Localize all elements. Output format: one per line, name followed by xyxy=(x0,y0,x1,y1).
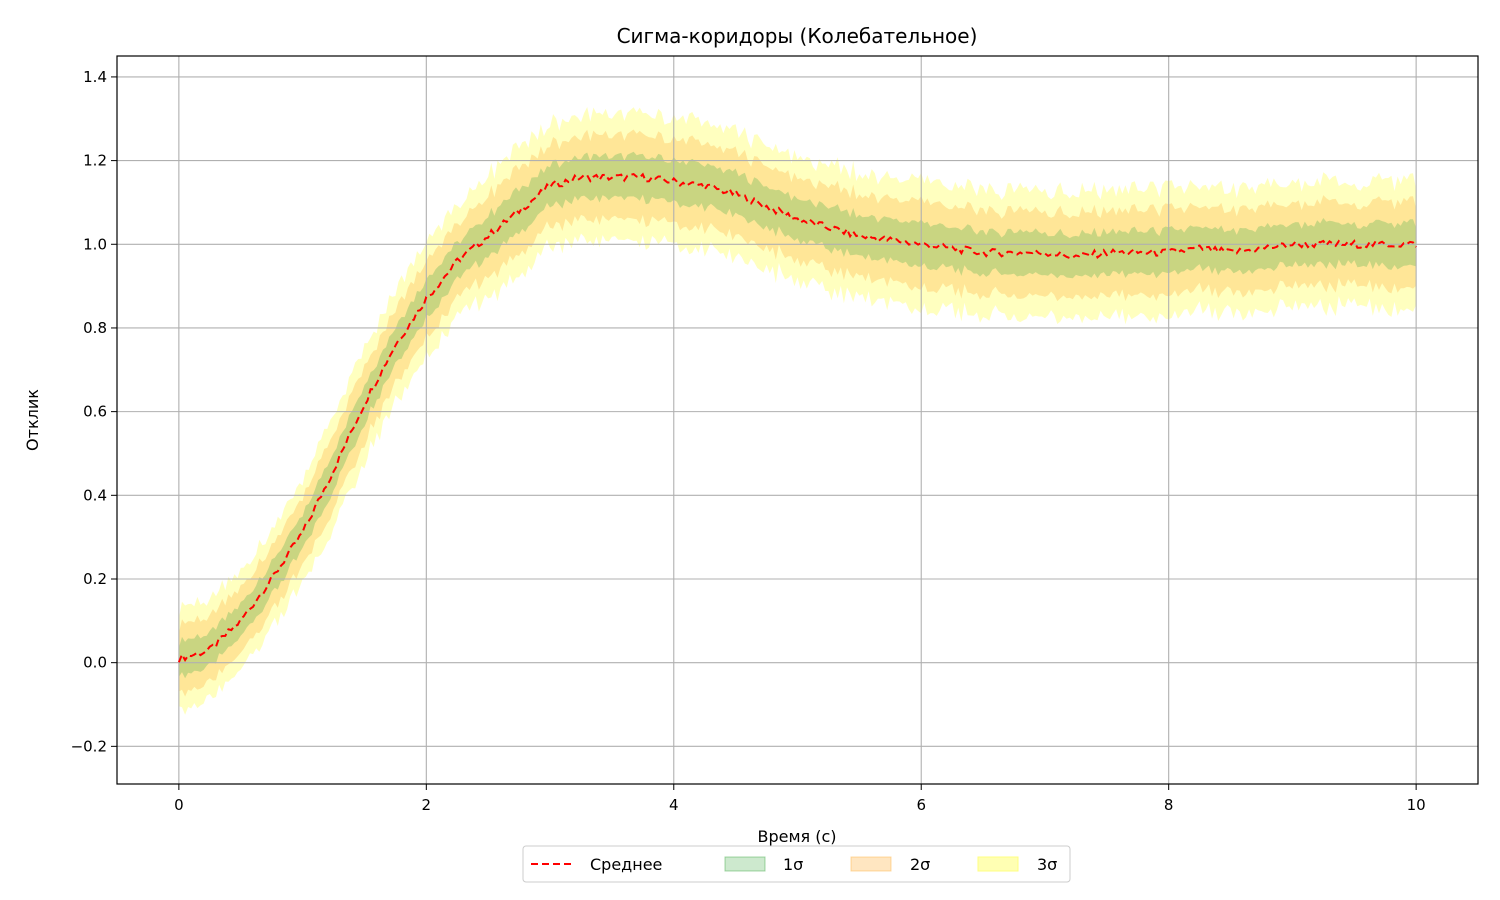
legend-label-3sigma: 3σ xyxy=(1037,855,1057,874)
y-tick-label-4: 0.6 xyxy=(83,403,107,421)
x-tick-label-1: 2 xyxy=(422,796,432,814)
legend-swatch-3sigma xyxy=(977,856,1019,872)
legend-label-2sigma: 2σ xyxy=(910,855,930,874)
chart-title: Сигма-коридоры (Колебательное) xyxy=(617,24,978,48)
band-3sigma xyxy=(178,107,1417,715)
y-axis-ticks: −0.2 0.0 0.2 0.4 0.6 0.8 1.0 1.2 1.4 xyxy=(71,68,117,755)
plot-area xyxy=(116,55,1479,785)
y-tick-label-8: 1.4 xyxy=(83,68,107,86)
x-tick-label-3: 6 xyxy=(916,796,926,814)
y-tick-label-1: 0.0 xyxy=(83,654,107,672)
legend-swatch-2sigma xyxy=(850,856,892,872)
x-axis-label: Время (с) xyxy=(757,827,836,846)
band-2sigma xyxy=(178,129,1417,697)
legend-label-1sigma: 1σ xyxy=(783,855,803,874)
mean-series xyxy=(177,172,1417,663)
y-tick-label-5: 0.8 xyxy=(83,319,107,337)
y-tick-label-0: −0.2 xyxy=(71,737,107,755)
legend-swatch-1sigma xyxy=(724,856,766,872)
sigma-bands xyxy=(178,107,1417,715)
x-tick-label-5: 10 xyxy=(1407,796,1426,814)
x-tick-label-2: 4 xyxy=(669,796,679,814)
x-tick-label-0: 0 xyxy=(174,796,184,814)
y-tick-label-2: 0.2 xyxy=(83,570,107,588)
x-tick-label-4: 8 xyxy=(1164,796,1174,814)
legend: Среднее 1σ 2σ 3σ xyxy=(522,845,1071,883)
grid-lines xyxy=(117,56,1478,784)
legend-box xyxy=(522,845,1071,883)
y-axis-label: Отклик xyxy=(23,389,42,451)
y-tick-label-3: 0.4 xyxy=(83,486,107,504)
axes-frame xyxy=(116,55,1479,785)
x-axis-ticks: 0 2 4 6 8 10 xyxy=(174,784,1426,814)
mean-line xyxy=(177,172,1417,663)
legend-label-mean: Среднее xyxy=(590,855,662,874)
y-tick-label-6: 1.0 xyxy=(83,235,107,253)
y-tick-label-7: 1.2 xyxy=(83,152,107,170)
